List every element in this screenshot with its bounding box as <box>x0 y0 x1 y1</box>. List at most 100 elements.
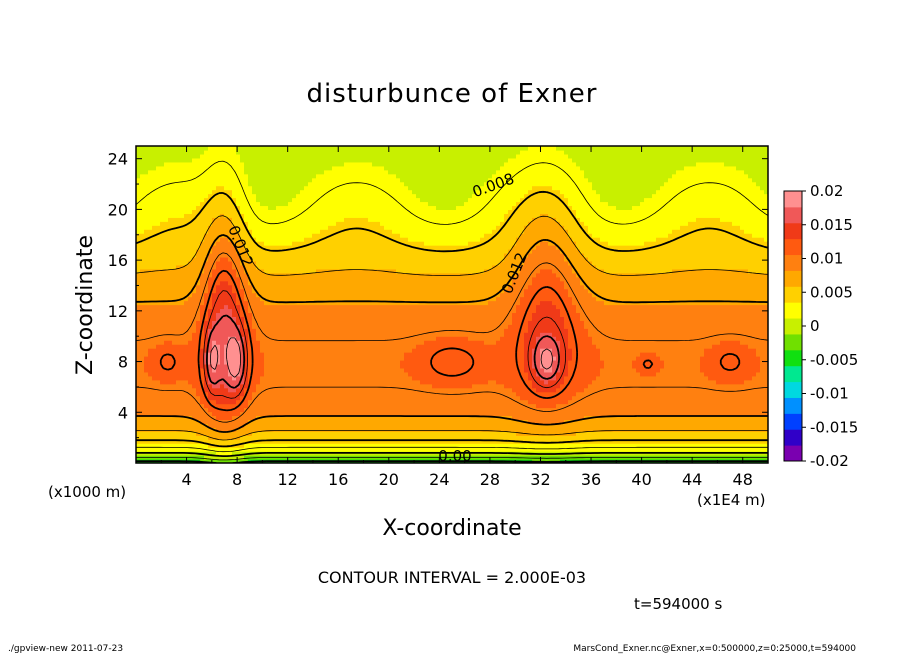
field-cell <box>368 415 373 421</box>
field-cell <box>188 149 193 155</box>
field-cell <box>260 300 265 306</box>
field-cell <box>344 256 349 262</box>
field-cell <box>312 229 317 234</box>
field-cell <box>364 276 369 282</box>
field-cell <box>276 431 281 436</box>
field-cell <box>312 340 317 345</box>
field-cell <box>144 399 149 405</box>
field-cell <box>316 363 321 369</box>
field-cell <box>224 237 229 242</box>
field-cell <box>324 375 329 381</box>
field-cell <box>264 252 269 258</box>
field-cell <box>352 399 357 405</box>
field-cell <box>148 312 153 317</box>
field-cell <box>276 193 281 199</box>
field-cell <box>268 439 273 444</box>
field-cell <box>292 439 297 444</box>
field-cell <box>344 169 349 175</box>
field-cell <box>232 153 237 159</box>
field-cell <box>332 431 337 436</box>
field-cell <box>172 189 177 195</box>
field-cell <box>292 371 297 377</box>
field-cell <box>356 260 361 266</box>
field-cell <box>368 280 373 286</box>
field-cell <box>232 245 237 250</box>
field-cell <box>292 304 297 310</box>
field-cell <box>268 280 273 286</box>
field-cell <box>324 348 329 353</box>
field-cell <box>176 201 181 207</box>
field-cell <box>340 419 345 424</box>
field-cell <box>144 256 149 262</box>
field-cell <box>176 268 181 274</box>
field-cell <box>356 284 361 290</box>
field-cell <box>336 201 341 207</box>
field-cell <box>152 387 157 393</box>
field-cell <box>304 173 309 179</box>
field-cell <box>316 276 321 282</box>
field-cell <box>172 201 177 207</box>
field-cell <box>320 340 325 345</box>
field-cell <box>216 459 221 463</box>
field-cell <box>136 260 141 266</box>
field-cell <box>352 387 357 393</box>
field-cell <box>280 363 285 369</box>
field-cell <box>204 173 209 179</box>
field-cell <box>268 252 273 258</box>
field-cell <box>304 328 309 333</box>
field-cell <box>376 241 381 246</box>
field-cell <box>352 245 357 250</box>
field-cell <box>324 296 329 302</box>
field-cell <box>140 193 145 199</box>
field-cell <box>200 359 205 365</box>
field-cell <box>184 312 189 317</box>
field-cell <box>232 229 237 234</box>
field-cell <box>320 161 325 167</box>
field-cell <box>372 443 377 448</box>
field-cell <box>288 260 293 266</box>
field-cell <box>256 209 261 214</box>
field-cell <box>324 149 329 155</box>
field-cell <box>208 252 213 258</box>
field-cell <box>328 407 333 413</box>
field-cell <box>192 324 197 329</box>
field-cell <box>280 256 285 262</box>
field-cell <box>368 209 373 214</box>
field-cell <box>348 328 353 333</box>
field-cell <box>292 225 297 230</box>
field-cell <box>228 280 233 286</box>
field-cell <box>296 288 301 294</box>
field-cell <box>212 300 217 306</box>
field-cell <box>204 371 209 377</box>
field-cell <box>316 209 321 214</box>
field-cell <box>176 197 181 203</box>
field-cell <box>208 348 213 353</box>
field-cell <box>296 292 301 298</box>
field-cell <box>208 423 213 428</box>
field-cell <box>284 296 289 302</box>
field-cell <box>276 268 281 274</box>
field-cell <box>336 443 341 448</box>
field-cell <box>192 149 197 155</box>
field-cell <box>156 403 161 409</box>
field-cell <box>172 229 177 234</box>
field-cell <box>344 423 349 428</box>
field-cell <box>300 213 305 218</box>
field-cell <box>376 205 381 210</box>
field-cell <box>212 332 217 337</box>
field-cell <box>340 312 345 317</box>
field-cell <box>340 403 345 409</box>
field-cell <box>248 237 253 242</box>
field-cell <box>336 209 341 214</box>
field-cell <box>284 324 289 329</box>
field-cell <box>240 264 245 270</box>
field-cell <box>208 451 213 456</box>
field-cell <box>312 328 317 333</box>
field-cell <box>340 221 345 226</box>
field-cell <box>172 415 177 421</box>
field-cell <box>308 344 313 349</box>
field-cell <box>292 435 297 440</box>
field-cell <box>156 447 161 452</box>
field-cell <box>372 146 377 151</box>
field-cell <box>144 268 149 274</box>
